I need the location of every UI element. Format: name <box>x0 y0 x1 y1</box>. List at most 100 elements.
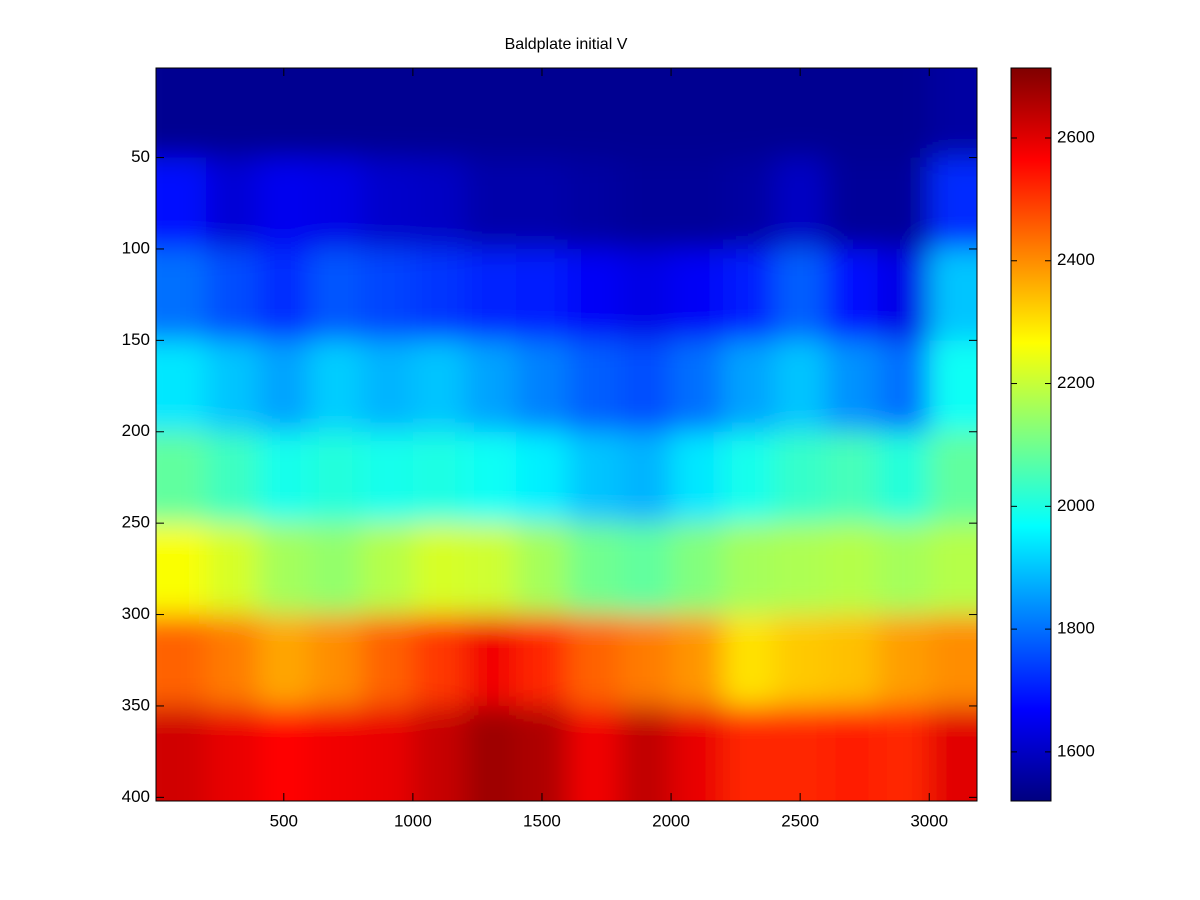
heatmap-cell <box>206 248 259 341</box>
heatmap-cell <box>156 705 207 801</box>
heatmap-cell <box>412 340 466 433</box>
y-tick-label: 350 <box>122 695 150 714</box>
heatmap-cell <box>567 431 620 524</box>
heatmap-cell <box>671 248 724 341</box>
heatmap-cell <box>825 248 879 341</box>
heatmap-cell <box>257 431 311 524</box>
heatmap-cell <box>722 614 775 707</box>
heatmap-cell <box>722 157 775 250</box>
heatmap-cell <box>825 614 879 707</box>
heatmap-cell <box>156 68 207 159</box>
heatmap-cell <box>671 523 724 616</box>
heatmap-cell <box>464 157 517 250</box>
heatmap-cell <box>309 157 362 250</box>
x-tick-label: 1000 <box>394 811 432 830</box>
heatmap-cell <box>257 705 311 801</box>
heatmap-cell <box>516 68 569 159</box>
heatmap-cell <box>619 431 672 524</box>
heatmap-cell <box>877 705 930 801</box>
heatmap-cell <box>464 705 517 801</box>
heatmap-cell <box>567 705 620 801</box>
heatmap-cell <box>156 523 207 616</box>
heatmap-cell <box>567 340 620 433</box>
heatmap-cell <box>877 431 930 524</box>
heatmap-cell <box>412 68 466 159</box>
heatmap-cell <box>671 157 724 250</box>
heatmap-cell <box>619 157 672 250</box>
heatmap-cell <box>825 68 879 159</box>
heatmap-cell <box>361 248 414 341</box>
heatmap-cell <box>257 157 311 250</box>
heatmap-cell <box>206 614 259 707</box>
heatmap-cell <box>619 248 672 341</box>
y-tick-label: 200 <box>122 421 150 440</box>
heatmap-cell <box>156 614 207 707</box>
heatmap-cell <box>774 157 827 250</box>
heatmap-cell <box>309 523 362 616</box>
x-tick-label: 3000 <box>910 811 948 830</box>
heatmap-cell <box>877 614 930 707</box>
heatmap-cell <box>929 157 977 250</box>
heatmap-cell <box>464 340 517 433</box>
heatmap-cell <box>619 523 672 616</box>
heatmap-cell <box>361 68 414 159</box>
heatmap-cell <box>825 157 879 250</box>
heatmap-cell <box>206 68 259 159</box>
heatmap-cell <box>877 340 930 433</box>
heatmap-cell <box>722 68 775 159</box>
heatmap-cell <box>722 705 775 801</box>
heatmap-cell <box>206 705 259 801</box>
heatmap-cell <box>929 614 977 707</box>
heatmap-cell <box>929 248 977 341</box>
heatmap-cell <box>516 705 569 801</box>
heatmap-cell <box>567 614 620 707</box>
heatmap-cell <box>206 157 259 250</box>
colorbar-tick-label: 1600 <box>1057 741 1095 760</box>
heatmap-cell <box>929 68 977 159</box>
heatmap-cell <box>929 431 977 524</box>
heatmap-cell <box>929 523 977 616</box>
chart-title: Baldplate initial V <box>505 36 628 53</box>
heatmap-cell <box>156 431 207 524</box>
heatmap-cell <box>877 157 930 250</box>
heatmap-cell <box>929 340 977 433</box>
heatmap-cell <box>361 614 414 707</box>
heatmap-cell <box>671 340 724 433</box>
heatmap-cell <box>516 523 569 616</box>
heatmap-cell <box>722 340 775 433</box>
heatmap-cell <box>877 523 930 616</box>
heatmap-cell <box>361 705 414 801</box>
heatmap-cell <box>567 248 620 341</box>
heatmap-cell <box>361 431 414 524</box>
heatmap-cell <box>877 68 930 159</box>
heatmap-cell <box>257 523 311 616</box>
y-tick-label: 250 <box>122 513 150 532</box>
heatmap-cell <box>516 340 569 433</box>
x-tick-label: 2000 <box>652 811 690 830</box>
heatmap-cell <box>309 248 362 341</box>
y-tick-label: 150 <box>122 330 150 349</box>
heatmap-cell <box>877 248 930 341</box>
heatmap-cell <box>309 705 362 801</box>
y-tick-label: 300 <box>122 604 150 623</box>
heatmap-cell <box>156 340 207 433</box>
heatmap-cell <box>774 431 827 524</box>
heatmap-cell <box>361 157 414 250</box>
heatmap-cell <box>412 157 466 250</box>
heatmap-cell <box>567 523 620 616</box>
plot-frame <box>155 67 978 802</box>
heatmap-cell <box>412 523 466 616</box>
heatmap-cell <box>619 705 672 801</box>
x-tick-label: 500 <box>270 811 298 830</box>
heatmap-cell <box>309 340 362 433</box>
heatmap-cell <box>722 523 775 616</box>
heatmap-cell <box>619 614 672 707</box>
heatmap-cell <box>257 68 311 159</box>
heatmap-cell <box>309 614 362 707</box>
colorbar-tick-label: 2600 <box>1057 127 1095 146</box>
heatmap-cell <box>412 248 466 341</box>
heatmap-cell <box>774 248 827 341</box>
x-tick-label: 1500 <box>523 811 561 830</box>
x-tick-label: 2500 <box>781 811 819 830</box>
